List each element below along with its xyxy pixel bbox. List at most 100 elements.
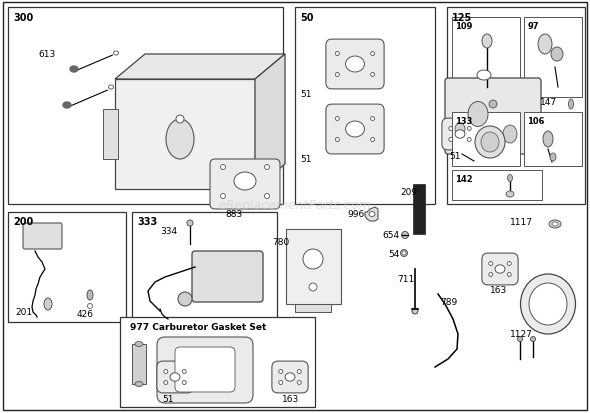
FancyBboxPatch shape	[23, 223, 62, 249]
Ellipse shape	[264, 194, 270, 199]
Text: 54: 54	[388, 249, 399, 259]
Polygon shape	[255, 55, 285, 190]
Bar	[8, 8, 283, 204]
Ellipse shape	[176, 116, 184, 124]
Ellipse shape	[335, 117, 339, 121]
Ellipse shape	[552, 223, 558, 226]
Ellipse shape	[402, 232, 408, 239]
Text: 613: 613	[38, 50, 55, 59]
Ellipse shape	[507, 273, 512, 277]
Ellipse shape	[113, 52, 119, 56]
Text: 426: 426	[77, 309, 94, 318]
Ellipse shape	[303, 249, 323, 269]
Bar	[524, 18, 582, 98]
FancyBboxPatch shape	[482, 254, 518, 285]
Ellipse shape	[489, 273, 493, 277]
Polygon shape	[365, 207, 378, 221]
Text: 996: 996	[347, 209, 364, 218]
Ellipse shape	[543, 132, 553, 147]
Text: 333: 333	[137, 216, 158, 226]
Bar	[115, 80, 255, 190]
Bar	[452, 18, 520, 98]
Bar	[452, 113, 520, 166]
Ellipse shape	[371, 52, 375, 56]
FancyBboxPatch shape	[210, 159, 280, 209]
Text: 142: 142	[455, 175, 473, 183]
Text: 334: 334	[160, 226, 177, 235]
Text: 106: 106	[527, 117, 545, 126]
Text: 977 Carburetor Gasket Set: 977 Carburetor Gasket Set	[130, 322, 266, 331]
Ellipse shape	[467, 127, 471, 131]
Ellipse shape	[549, 221, 561, 228]
Bar	[120, 317, 315, 407]
Text: 97: 97	[528, 22, 539, 31]
Ellipse shape	[297, 380, 301, 385]
Ellipse shape	[135, 342, 143, 347]
Ellipse shape	[346, 122, 365, 138]
Ellipse shape	[170, 373, 180, 381]
Ellipse shape	[495, 265, 505, 273]
Ellipse shape	[489, 101, 497, 109]
Ellipse shape	[278, 370, 283, 374]
Ellipse shape	[182, 370, 186, 374]
FancyBboxPatch shape	[157, 337, 253, 403]
Ellipse shape	[467, 138, 471, 142]
Ellipse shape	[234, 173, 256, 190]
Ellipse shape	[517, 337, 523, 342]
Text: 201: 201	[15, 307, 32, 316]
Polygon shape	[115, 55, 285, 80]
Bar	[103, 110, 118, 159]
FancyBboxPatch shape	[326, 40, 384, 90]
Ellipse shape	[109, 86, 113, 90]
Text: 789: 789	[440, 297, 457, 306]
Ellipse shape	[369, 212, 375, 217]
Bar	[286, 230, 341, 304]
Ellipse shape	[135, 382, 143, 387]
Ellipse shape	[285, 373, 295, 381]
Ellipse shape	[455, 131, 465, 139]
Text: 147: 147	[540, 98, 557, 107]
Text: 1127: 1127	[510, 329, 533, 338]
Ellipse shape	[538, 35, 552, 55]
Text: 50: 50	[300, 13, 313, 23]
Ellipse shape	[70, 67, 78, 73]
Ellipse shape	[187, 221, 193, 226]
Bar	[452, 171, 542, 201]
Text: 780: 780	[272, 237, 289, 247]
Bar	[8, 212, 126, 322]
FancyBboxPatch shape	[192, 252, 263, 302]
Ellipse shape	[503, 126, 517, 144]
Ellipse shape	[371, 74, 375, 77]
Ellipse shape	[335, 52, 339, 56]
FancyBboxPatch shape	[442, 119, 478, 150]
Ellipse shape	[520, 274, 575, 334]
Text: 711: 711	[397, 274, 414, 283]
Ellipse shape	[551, 48, 563, 62]
Bar	[524, 113, 582, 166]
Ellipse shape	[371, 138, 375, 142]
Ellipse shape	[569, 100, 573, 110]
Text: 300: 300	[13, 13, 33, 23]
Ellipse shape	[506, 192, 514, 197]
Text: 163: 163	[490, 285, 507, 294]
Bar	[295, 8, 435, 204]
Ellipse shape	[371, 117, 375, 121]
Bar	[413, 185, 425, 235]
Ellipse shape	[402, 252, 406, 255]
Ellipse shape	[482, 35, 492, 49]
Ellipse shape	[278, 380, 283, 385]
Ellipse shape	[221, 165, 225, 170]
Ellipse shape	[164, 370, 168, 374]
Ellipse shape	[87, 290, 93, 300]
Text: 51: 51	[300, 154, 312, 164]
Ellipse shape	[468, 102, 488, 127]
Ellipse shape	[63, 103, 71, 109]
Ellipse shape	[401, 250, 408, 257]
Ellipse shape	[346, 57, 365, 73]
Ellipse shape	[455, 124, 465, 136]
Ellipse shape	[529, 283, 567, 325]
Bar	[132, 344, 146, 384]
Text: 209: 209	[400, 188, 417, 197]
Text: 125: 125	[452, 13, 472, 23]
Ellipse shape	[449, 127, 453, 131]
